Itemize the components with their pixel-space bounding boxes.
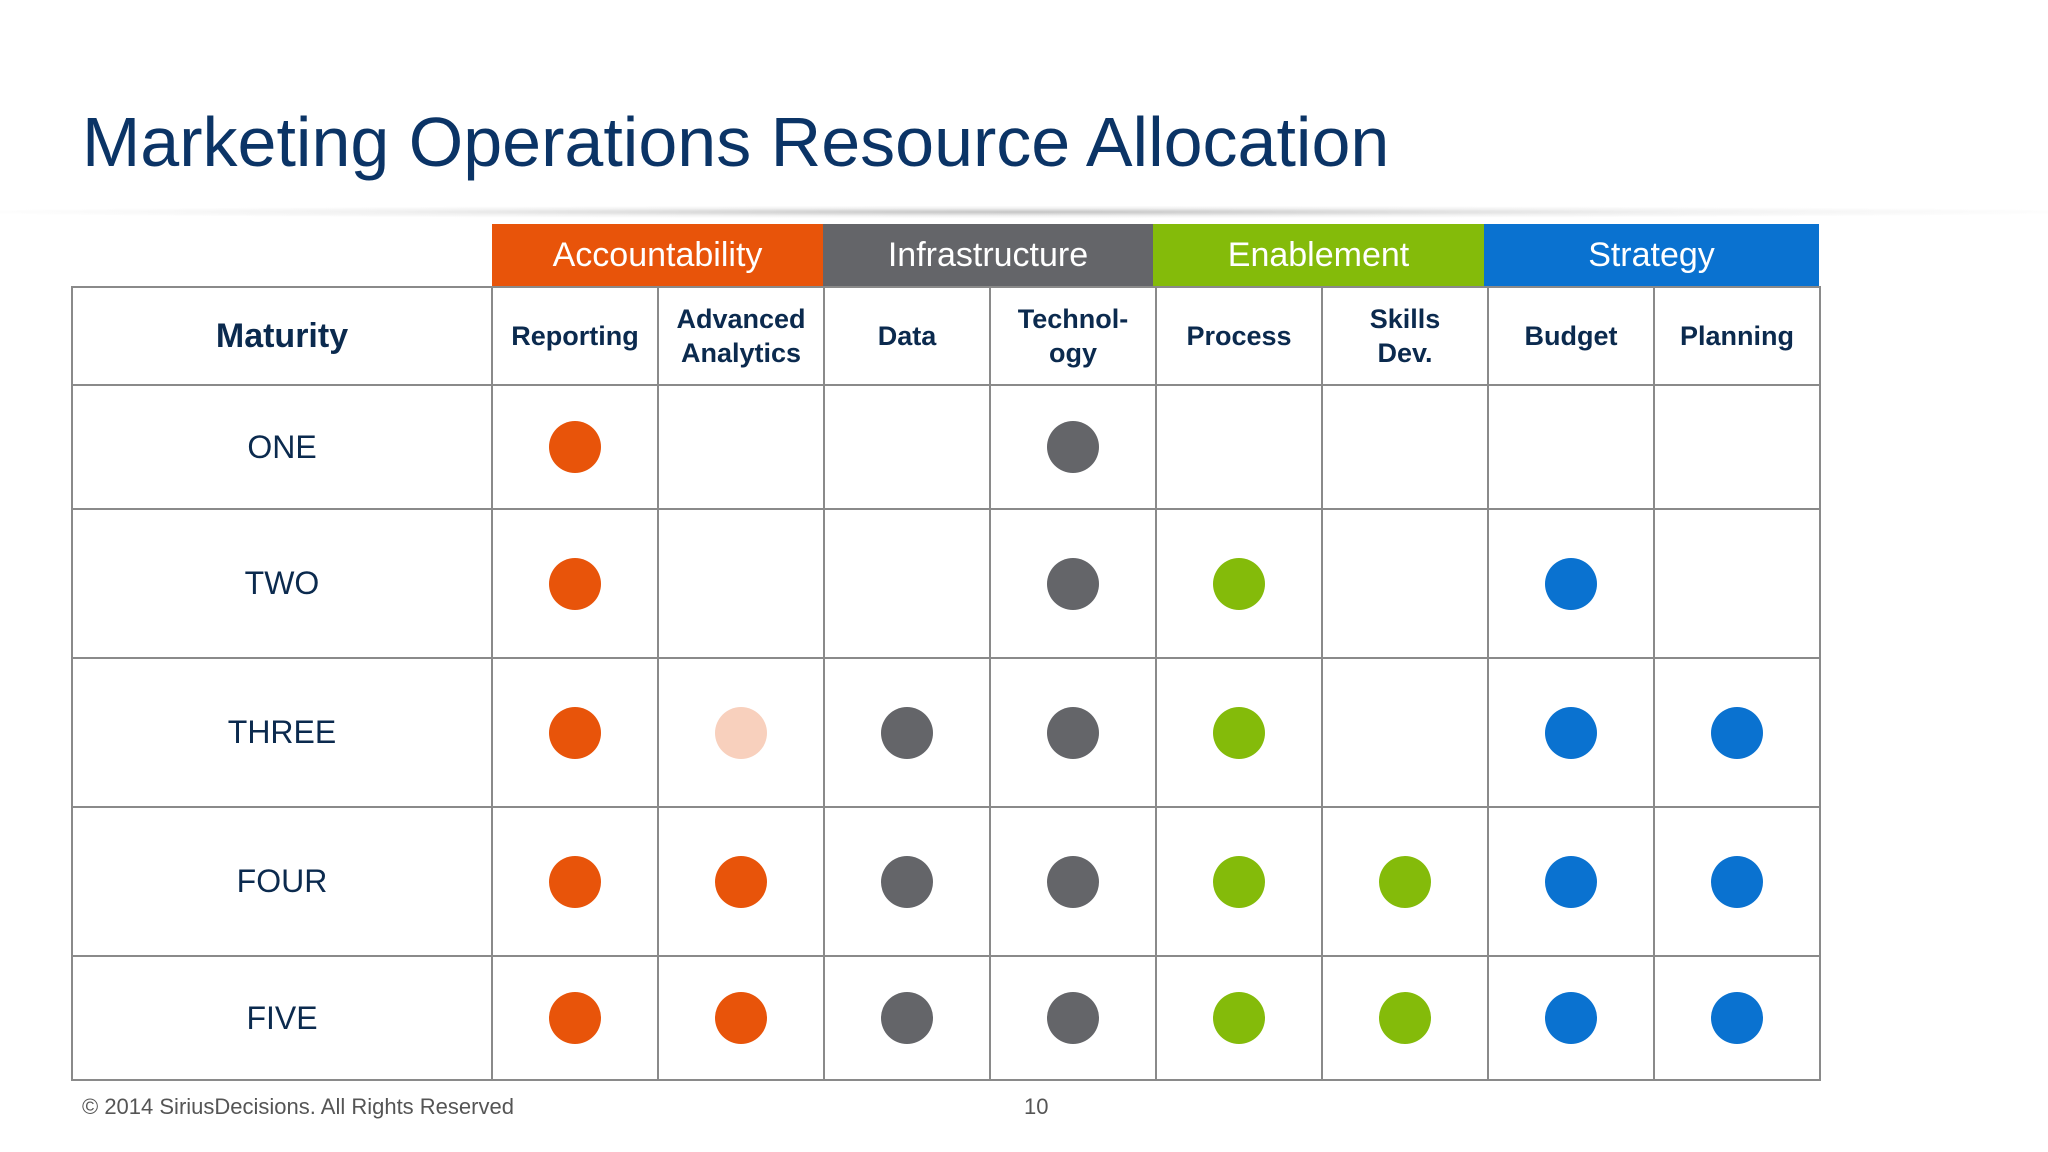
indicator-dot (1213, 855, 1265, 908)
matrix-cell (491, 955, 659, 1081)
matrix-cell (823, 955, 991, 1081)
matrix-cell (657, 657, 825, 808)
matrix-cell (491, 508, 659, 659)
matrix-cell (823, 806, 991, 957)
matrix-cell (1487, 508, 1655, 659)
footer-page-number: 10 (1024, 1094, 1049, 1119)
table-row: FOUR (71, 806, 1821, 957)
matrix-cell (989, 955, 1157, 1081)
group-header-enablement: Enablement (1153, 224, 1484, 286)
indicator-dot (1545, 557, 1597, 610)
matrix-cell (1321, 508, 1489, 659)
column-header-process: Process (1155, 286, 1323, 386)
table-row: FIVE (71, 955, 1821, 1081)
indicator-dot (881, 706, 933, 759)
indicator-dot (1213, 706, 1265, 759)
matrix-cell (989, 508, 1157, 659)
maturity-header: Maturity (71, 286, 493, 386)
group-header-infrastructure: Infrastructure (823, 224, 1153, 286)
matrix-cell (1155, 657, 1323, 808)
matrix-cell (1653, 384, 1821, 510)
matrix-cell (823, 657, 991, 808)
indicator-dot (549, 992, 601, 1044)
indicator-dot (881, 992, 933, 1044)
resource-allocation-table: Maturity Reporting Advanced Analytics Dat… (71, 286, 1821, 1081)
matrix-cell (989, 384, 1157, 510)
indicator-dot (1047, 557, 1099, 610)
matrix-cell (657, 806, 825, 957)
maturity-level-label: ONE (71, 384, 493, 510)
matrix-cell (657, 508, 825, 659)
indicator-dot (881, 855, 933, 908)
column-header-data: Data (823, 286, 991, 386)
matrix-cell (1155, 508, 1323, 659)
indicator-dot (549, 557, 601, 610)
matrix-cell (491, 384, 659, 510)
table-row: THREE (71, 657, 1821, 808)
indicator-dot (1379, 855, 1431, 908)
matrix-cell (1321, 657, 1489, 808)
matrix-cell (491, 806, 659, 957)
matrix-cell (989, 806, 1157, 957)
indicator-dot (1711, 992, 1763, 1044)
maturity-level-label: TWO (71, 508, 493, 659)
table-row: ONE (71, 384, 1821, 510)
column-header-advanced-analytics: Advanced Analytics (657, 286, 825, 386)
indicator-dot (1545, 992, 1597, 1044)
matrix-cell (1487, 657, 1655, 808)
indicator-dot (715, 855, 767, 908)
matrix-cell (1653, 806, 1821, 957)
group-header-strategy: Strategy (1484, 224, 1819, 286)
column-header-technology: Technol-ogy (989, 286, 1157, 386)
indicator-dot (1047, 421, 1099, 473)
matrix-cell (1653, 508, 1821, 659)
column-header-skills-dev: Skills Dev. (1321, 286, 1489, 386)
title-divider (0, 206, 2048, 218)
partial-indicator-dot (715, 706, 767, 759)
indicator-dot (715, 992, 767, 1044)
matrix-cell (1155, 955, 1323, 1081)
table-body: ONE TWO THREE FOUR FIVE (71, 384, 1821, 1081)
table-header-row: Maturity Reporting Advanced Analytics Dat… (71, 286, 1821, 386)
matrix-cell (1155, 806, 1323, 957)
column-header-reporting: Reporting (491, 286, 659, 386)
indicator-dot (1047, 992, 1099, 1044)
maturity-level-label: FOUR (71, 806, 493, 957)
matrix-cell (657, 955, 825, 1081)
matrix-cell (823, 508, 991, 659)
matrix-cell (1487, 384, 1655, 510)
group-header-accountability: Accountability (492, 224, 823, 286)
maturity-level-label: THREE (71, 657, 493, 808)
indicator-dot (1379, 992, 1431, 1044)
indicator-dot (1711, 706, 1763, 759)
indicator-dot (1545, 706, 1597, 759)
indicator-dot (1047, 855, 1099, 908)
column-header-planning: Planning (1653, 286, 1821, 386)
matrix-cell (989, 657, 1157, 808)
maturity-level-label: FIVE (71, 955, 493, 1081)
matrix-cell (1321, 806, 1489, 957)
matrix-cell (1155, 384, 1323, 510)
matrix-cell (1321, 384, 1489, 510)
indicator-dot (1213, 557, 1265, 610)
matrix-cell (1653, 955, 1821, 1081)
matrix-cell (1487, 806, 1655, 957)
table-row: TWO (71, 508, 1821, 659)
matrix-cell (657, 384, 825, 510)
slide-title: Marketing Operations Resource Allocation (82, 103, 1390, 181)
matrix-cell (1321, 955, 1489, 1081)
indicator-dot (1213, 992, 1265, 1044)
column-header-budget: Budget (1487, 286, 1655, 386)
matrix-cell (1487, 955, 1655, 1081)
indicator-dot (1047, 706, 1099, 759)
indicator-dot (549, 421, 601, 473)
indicator-dot (549, 855, 601, 908)
indicator-dot (549, 706, 601, 759)
footer-copyright: © 2014 SiriusDecisions. All Rights Reser… (82, 1094, 514, 1119)
matrix-cell (1653, 657, 1821, 808)
matrix-cell (491, 657, 659, 808)
indicator-dot (1545, 855, 1597, 908)
indicator-dot (1711, 855, 1763, 908)
matrix-cell (823, 384, 991, 510)
